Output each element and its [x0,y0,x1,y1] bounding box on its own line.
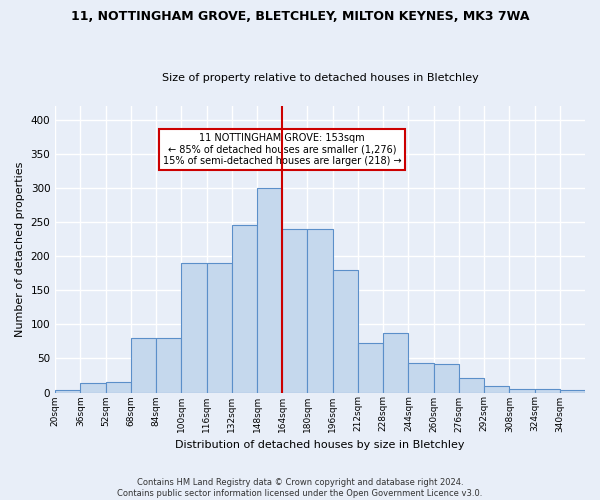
Bar [55,390,80,392]
Bar [560,390,585,392]
Bar [80,383,106,392]
Bar [232,226,257,392]
Y-axis label: Number of detached properties: Number of detached properties [15,162,25,337]
Bar [206,263,232,392]
Bar [307,229,332,392]
Bar [332,270,358,392]
Bar [282,229,307,392]
Text: 11, NOTTINGHAM GROVE, BLETCHLEY, MILTON KEYNES, MK3 7WA: 11, NOTTINGHAM GROVE, BLETCHLEY, MILTON … [71,10,529,23]
Bar [358,344,383,392]
Text: 11 NOTTINGHAM GROVE: 153sqm
← 85% of detached houses are smaller (1,276)
15% of : 11 NOTTINGHAM GROVE: 153sqm ← 85% of det… [163,134,401,166]
Bar [459,378,484,392]
Bar [535,389,560,392]
Title: Size of property relative to detached houses in Bletchley: Size of property relative to detached ho… [162,73,478,83]
Bar [106,382,131,392]
Bar [156,338,181,392]
Bar [383,333,409,392]
Bar [257,188,282,392]
Bar [509,389,535,392]
Bar [484,386,509,392]
Bar [131,338,156,392]
Bar [434,364,459,392]
Text: Contains HM Land Registry data © Crown copyright and database right 2024.
Contai: Contains HM Land Registry data © Crown c… [118,478,482,498]
Bar [409,363,434,392]
X-axis label: Distribution of detached houses by size in Bletchley: Distribution of detached houses by size … [175,440,465,450]
Bar [181,263,206,392]
